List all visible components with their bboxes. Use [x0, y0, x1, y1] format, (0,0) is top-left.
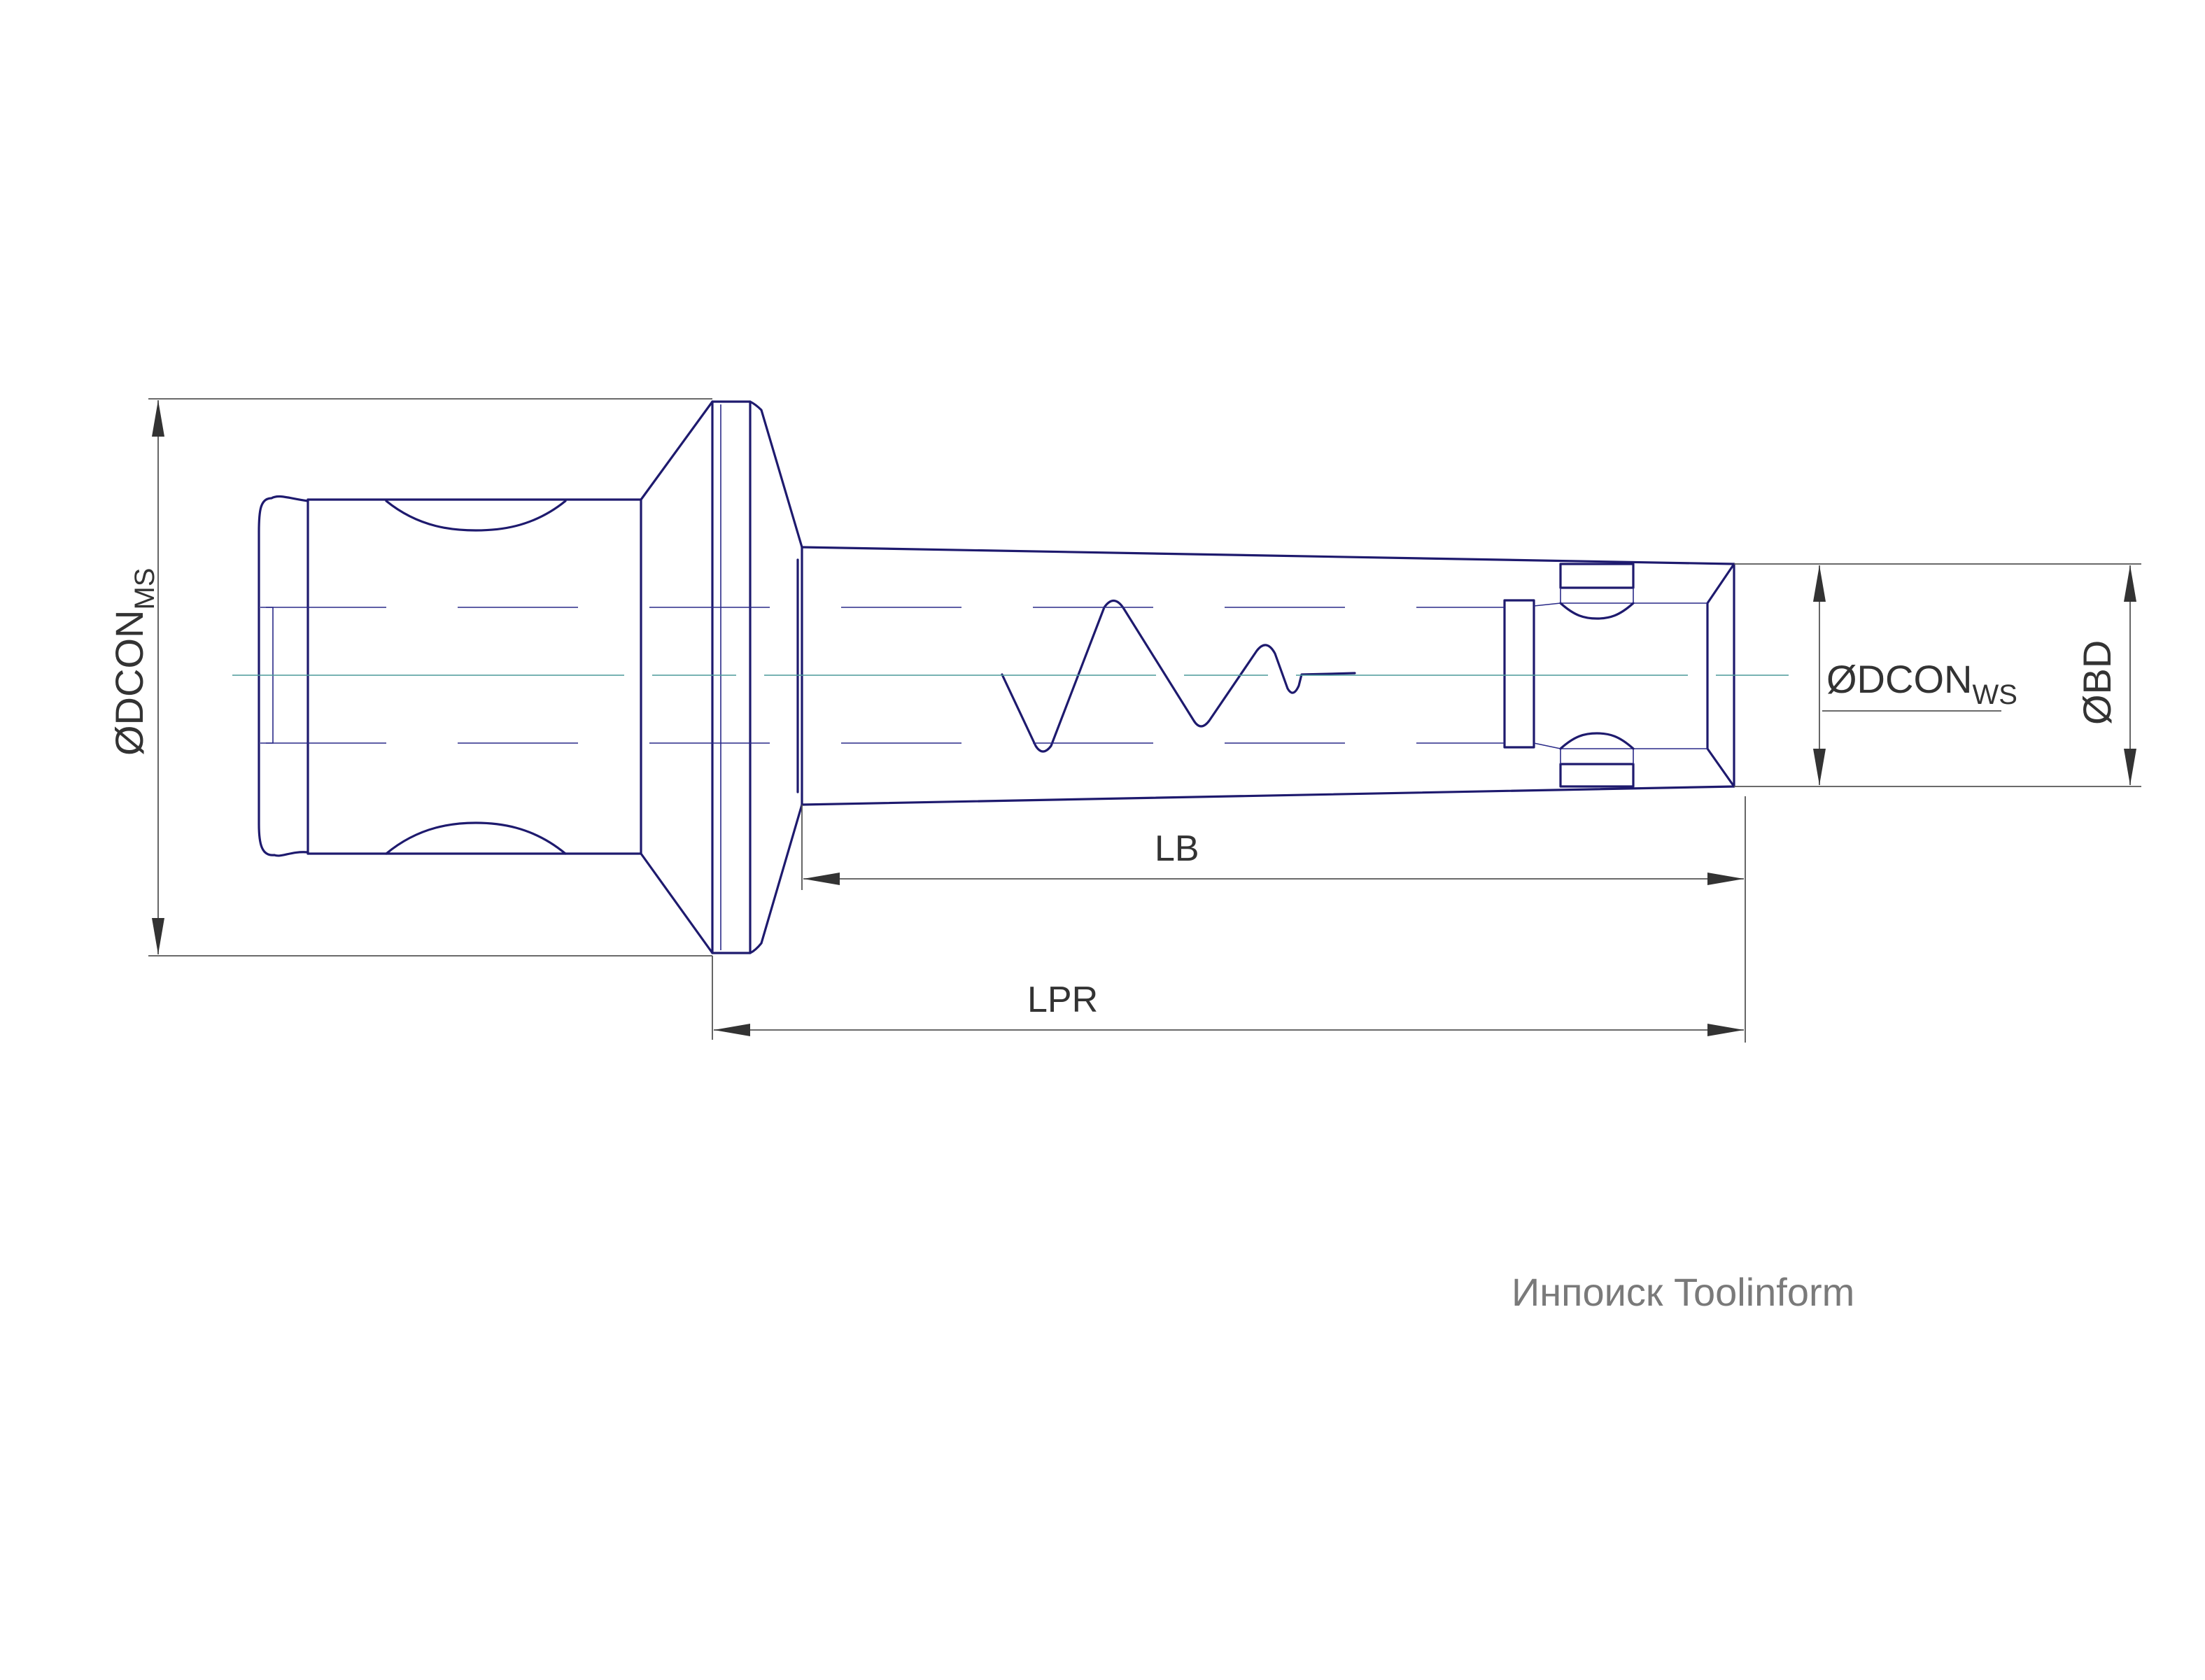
dcon-ms-label-sub: MS: [129, 568, 160, 610]
lb-arrow-right: [1707, 873, 1744, 885]
tapered-body: [801, 546, 1735, 806]
flange-cone: [640, 400, 714, 954]
cross-hole-bottom: [1559, 763, 1635, 788]
bore-step: [1503, 599, 1535, 749]
lb-arrow-left: [803, 873, 840, 885]
dcon-ms-arrow-top: [152, 400, 164, 437]
cross-hole-top-side: [1560, 588, 1634, 603]
dcon-ms-label: ØDCONMS: [107, 568, 160, 756]
dcon-ws-arrow-top: [1813, 565, 1826, 602]
lpr-label: LPR: [1027, 980, 1098, 1020]
dcon-ws-label-sub: WS: [1972, 679, 2017, 710]
break-zigzag: [1001, 599, 1356, 753]
cross-hole-top: [1559, 563, 1635, 589]
flange: [711, 400, 752, 954]
lpr-arrow-left: [714, 1024, 750, 1036]
flange-rear-taper: [749, 400, 803, 954]
lb-label: LB: [1155, 828, 1199, 869]
hidden-lines: [266, 607, 1505, 744]
dimension-dcon-ms: ØDCONMS: [107, 398, 712, 957]
dcon-ws-arrow-bottom: [1813, 749, 1826, 785]
dcon-ms-label-main: ØDCON: [107, 610, 151, 756]
bore-chamfer: [1706, 563, 1735, 788]
shank-body: [307, 498, 642, 855]
shank-end-collar: [258, 495, 309, 857]
bd-label: ØBD: [2075, 640, 2119, 725]
bd-arrow-top: [2124, 565, 2136, 602]
dimension-bd: ØBD: [1833, 563, 2141, 787]
lpr-arrow-right: [1707, 1024, 1744, 1036]
top-scallop: [385, 500, 567, 532]
bd-arrow-bottom: [2124, 749, 2136, 785]
dimension-dcon-ws: ØDCONWS: [1734, 563, 2017, 787]
cross-hole-bottom-arc: [1559, 732, 1635, 750]
cross-hole-top-arc: [1559, 602, 1635, 620]
watermark-text: Инпоиск Toolinform: [1512, 1270, 1854, 1314]
part-outline: [258, 400, 1735, 954]
dcon-ws-label-main: ØDCON: [1826, 657, 1972, 701]
bore-step-inner-b: [1533, 742, 1561, 749]
dimension-lpr: LPR: [712, 956, 1744, 1040]
dimension-lb: LB: [801, 796, 1746, 1043]
bore-step-inner: [1533, 602, 1561, 607]
dcon-ms-arrow-bottom: [152, 918, 164, 954]
dcon-ws-label: ØDCONWS: [1826, 657, 2017, 710]
cross-hole-bottom-side: [1560, 749, 1634, 764]
bottom-scallop: [385, 821, 567, 855]
